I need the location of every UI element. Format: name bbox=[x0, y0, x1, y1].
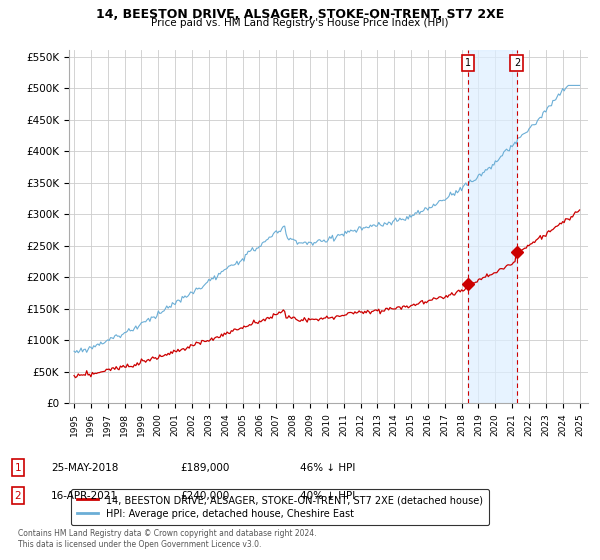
Text: 25-MAY-2018: 25-MAY-2018 bbox=[51, 463, 118, 473]
Legend: 14, BEESTON DRIVE, ALSAGER, STOKE-ON-TRENT, ST7 2XE (detached house), HPI: Avera: 14, BEESTON DRIVE, ALSAGER, STOKE-ON-TRE… bbox=[71, 489, 489, 525]
Text: 2: 2 bbox=[514, 58, 520, 68]
Text: 1: 1 bbox=[465, 58, 471, 68]
Text: £189,000: £189,000 bbox=[180, 463, 229, 473]
Text: £240,000: £240,000 bbox=[180, 491, 229, 501]
Text: 40% ↓ HPI: 40% ↓ HPI bbox=[300, 491, 355, 501]
Text: Contains HM Land Registry data © Crown copyright and database right 2024.
This d: Contains HM Land Registry data © Crown c… bbox=[18, 529, 317, 549]
Text: 46% ↓ HPI: 46% ↓ HPI bbox=[300, 463, 355, 473]
Text: Price paid vs. HM Land Registry's House Price Index (HPI): Price paid vs. HM Land Registry's House … bbox=[151, 18, 449, 29]
Text: 1: 1 bbox=[14, 463, 22, 473]
Bar bbox=[468, 50, 517, 403]
Text: 14, BEESTON DRIVE, ALSAGER, STOKE-ON-TRENT, ST7 2XE: 14, BEESTON DRIVE, ALSAGER, STOKE-ON-TRE… bbox=[96, 8, 504, 21]
Text: 2: 2 bbox=[14, 491, 22, 501]
Text: 16-APR-2021: 16-APR-2021 bbox=[51, 491, 118, 501]
